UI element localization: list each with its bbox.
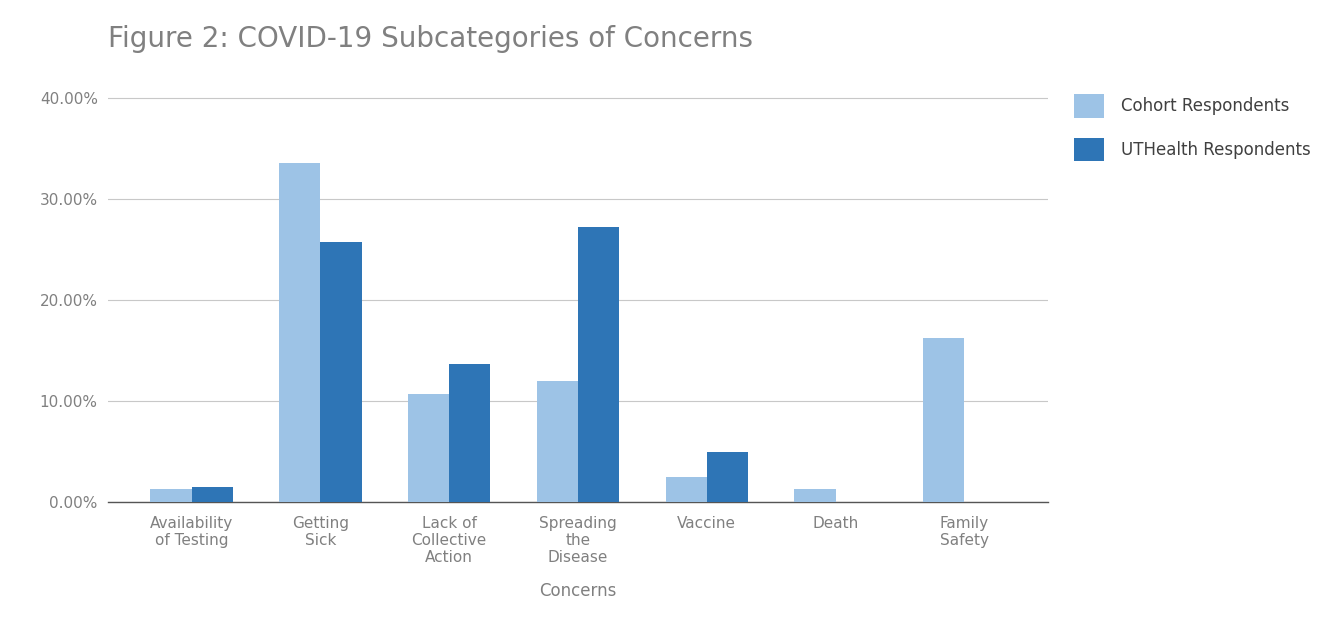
Bar: [665, 477, 707, 502]
X-axis label: Concerns: Concerns: [539, 582, 617, 600]
Text: Figure 2: COVID-19 Subcategories of Concerns: Figure 2: COVID-19 Subcategories of Conc…: [108, 24, 753, 53]
Bar: [191, 487, 233, 502]
Bar: [151, 489, 191, 502]
Bar: [536, 381, 578, 502]
Bar: [923, 338, 965, 502]
Legend: Cohort Respondents, UTHealth Respondents: Cohort Respondents, UTHealth Respondents: [1066, 86, 1320, 169]
Bar: [707, 451, 749, 502]
Bar: [578, 227, 620, 502]
Bar: [794, 489, 836, 502]
Bar: [407, 394, 449, 502]
Bar: [449, 364, 491, 502]
Bar: [320, 242, 362, 502]
Bar: [280, 164, 320, 502]
